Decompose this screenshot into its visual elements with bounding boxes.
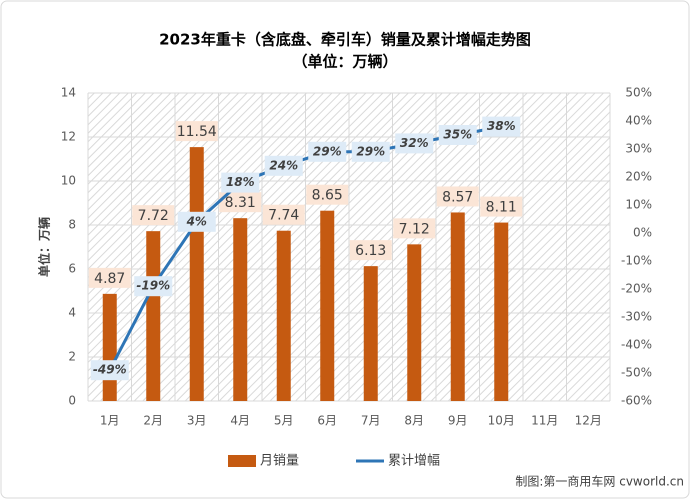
bar-label-bg xyxy=(393,218,436,239)
bar-label: 6.13 xyxy=(355,243,386,259)
x-tick-label: 7月 xyxy=(361,414,381,428)
line-label: 29% xyxy=(313,144,342,158)
bar-label: 8.57 xyxy=(442,189,473,205)
line-label-bg xyxy=(177,211,216,232)
bar-label-bg xyxy=(175,121,218,142)
bar-label-bg xyxy=(480,196,523,217)
bar xyxy=(233,218,248,401)
bar xyxy=(407,244,422,401)
bar-label: 7.74 xyxy=(268,208,299,224)
line-label: 35% xyxy=(443,128,472,142)
y-tick-label: 10 xyxy=(61,174,76,188)
legend-swatch xyxy=(228,455,256,467)
y2-tick-label: -20% xyxy=(621,282,652,296)
bar-label: 7.12 xyxy=(399,221,430,237)
chart-title: 2023年重卡（含底盘、牵引车）销量及累计增幅走势图 xyxy=(159,31,531,49)
line-label: -19% xyxy=(136,279,170,293)
y-tick-label: 8 xyxy=(68,218,76,232)
y2-tick-label: -40% xyxy=(621,338,652,352)
x-tick-label: 12月 xyxy=(575,414,602,428)
y2-tick-label: 20% xyxy=(625,170,652,184)
bar xyxy=(276,230,291,401)
y-tick-label: 12 xyxy=(61,130,76,144)
y2-tick-label: -60% xyxy=(621,394,652,408)
y-tick-label: 6 xyxy=(68,262,76,276)
bar xyxy=(494,222,509,401)
line-label: 4% xyxy=(186,214,207,228)
bar xyxy=(102,293,117,401)
bar xyxy=(189,147,204,401)
x-tick-label: 2月 xyxy=(143,414,163,428)
line-label-bg xyxy=(134,276,173,297)
x-tick-label: 10月 xyxy=(488,414,515,428)
bar-label: 8.31 xyxy=(225,195,256,211)
x-tick-label: 6月 xyxy=(317,414,337,428)
line-label: 38% xyxy=(487,119,516,133)
bar-label: 4.87 xyxy=(94,271,125,287)
source: 制图:第一商用车网 cvworld.cn xyxy=(515,474,684,489)
line-label: 18% xyxy=(226,175,255,189)
bar xyxy=(450,212,465,401)
y-tick-label: 0 xyxy=(68,394,76,408)
x-tick-label: 11月 xyxy=(531,414,558,428)
y-tick-label: 2 xyxy=(68,350,76,364)
y2-tick-label: 30% xyxy=(625,142,652,156)
legend-label: 月销量 xyxy=(260,454,299,469)
bar-label-bg xyxy=(436,186,479,207)
line-label-bg xyxy=(482,116,521,137)
y2-tick-label: 40% xyxy=(625,114,652,128)
y2-tick-label: 50% xyxy=(625,86,652,100)
bar-label: 11.54 xyxy=(177,124,217,140)
bar-label-bg xyxy=(219,192,262,213)
bar xyxy=(320,210,335,401)
line-label: 24% xyxy=(269,158,298,172)
chart-subtitle: （单位：万辆） xyxy=(292,53,397,71)
line-label-bg xyxy=(90,360,129,381)
line-label-bg xyxy=(395,133,434,154)
y2-tick-label: 10% xyxy=(625,198,652,212)
line-label-bg xyxy=(308,141,347,162)
bar-label-bg xyxy=(88,267,131,288)
bar-label-bg xyxy=(306,184,349,205)
y2-tick-label: -10% xyxy=(621,254,652,268)
y2-tick-label: -50% xyxy=(621,366,652,380)
line-label-bg xyxy=(438,125,477,145)
line-label: 29% xyxy=(356,144,385,158)
legend-label: 累计增幅 xyxy=(388,454,440,469)
line xyxy=(108,125,502,371)
line-label-bg xyxy=(264,155,303,176)
line-label-bg xyxy=(221,172,260,193)
bar-label-bg xyxy=(132,205,175,226)
line-label: -49% xyxy=(93,363,127,377)
x-tick-label: 4月 xyxy=(230,414,250,428)
bar xyxy=(363,266,378,401)
x-tick-label: 3月 xyxy=(187,414,207,428)
y-tick-label: 14 xyxy=(61,86,76,100)
x-tick-label: 8月 xyxy=(404,414,424,428)
line-label: 32% xyxy=(400,136,429,150)
x-tick-label: 5月 xyxy=(274,414,294,428)
bar-label-bg xyxy=(262,204,305,225)
y-tick-label: 4 xyxy=(68,306,76,320)
line-label-bg xyxy=(351,141,390,162)
y2-tick-label: -30% xyxy=(621,310,652,324)
y2-tick-label: 0% xyxy=(633,226,652,240)
bar-label: 8.65 xyxy=(312,188,343,204)
x-tick-label: 1月 xyxy=(100,414,120,428)
bar xyxy=(146,231,161,401)
y-axis-label: 单位：万辆 xyxy=(37,217,52,277)
bar-label-bg xyxy=(349,240,392,261)
bar-label: 7.72 xyxy=(138,208,169,224)
x-tick-label: 9月 xyxy=(448,414,468,428)
bar-label: 8.11 xyxy=(486,200,517,216)
